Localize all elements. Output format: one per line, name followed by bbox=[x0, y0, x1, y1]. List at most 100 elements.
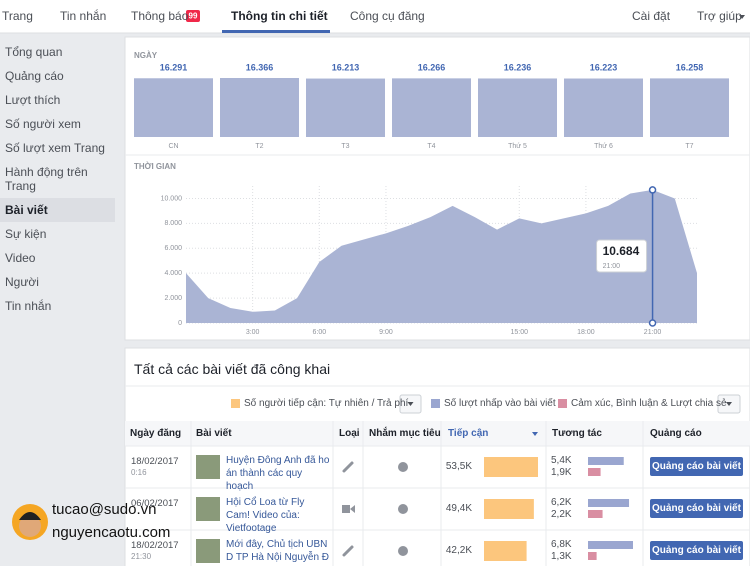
type-icon bbox=[342, 461, 354, 473]
notification-badge bbox=[186, 10, 200, 22]
x-tick-label: 3:00 bbox=[246, 329, 260, 336]
nav-tab[interactable]: Thông tin chi tiết bbox=[231, 9, 328, 23]
bar-value-label: 16.291 bbox=[160, 62, 188, 72]
sidebar-item[interactable]: Số lượt xem Trang bbox=[5, 141, 105, 155]
clicks-label: 6,8K bbox=[551, 539, 572, 550]
type-icon bbox=[342, 505, 350, 513]
post-time: 21:30 bbox=[131, 552, 152, 561]
nav-tab[interactable]: Thông báo bbox=[131, 9, 189, 23]
nav-tab[interactable]: Tin nhắn bbox=[60, 9, 107, 23]
sidebar-item[interactable]: Người bbox=[5, 275, 39, 289]
caret bbox=[739, 15, 745, 19]
reactions-bar bbox=[588, 552, 597, 560]
bar-value-label: 16.213 bbox=[332, 62, 360, 72]
clicks-bar bbox=[588, 499, 630, 507]
nav-link[interactable]: Cài đặt bbox=[632, 9, 671, 23]
bar bbox=[306, 78, 385, 137]
sidebar-item[interactable]: Sự kiện bbox=[5, 227, 47, 241]
post-date: 18/02/2017 bbox=[131, 456, 179, 467]
reach-label: 42,2K bbox=[445, 545, 472, 556]
boost-button bbox=[650, 541, 743, 560]
column-header: Tương tác bbox=[552, 428, 602, 439]
bar bbox=[392, 78, 471, 137]
bar bbox=[478, 78, 557, 137]
sidebar-item[interactable]: Tổng quan bbox=[5, 45, 63, 59]
caret bbox=[726, 402, 732, 406]
x-tick-label: 18:00 bbox=[577, 329, 595, 336]
bar bbox=[134, 78, 213, 137]
y-tick-label: 8.000 bbox=[164, 220, 182, 227]
bar-category: T4 bbox=[427, 143, 435, 150]
column-header: Loại bbox=[339, 428, 360, 439]
boost-button-label[interactable]: Quảng cáo bài viết bbox=[652, 461, 741, 472]
bar-category: T7 bbox=[685, 143, 693, 150]
top-bar bbox=[0, 0, 750, 33]
column-header: Bài viết bbox=[196, 428, 232, 439]
chart-title: NGÀY bbox=[134, 51, 158, 60]
posts-title: Tất cả các bài viết đã công khai bbox=[134, 361, 331, 377]
type-icon bbox=[342, 545, 354, 557]
nav-tab[interactable]: Công cụ đăng bbox=[350, 9, 425, 23]
avatar-face bbox=[19, 515, 41, 537]
clicks-bar bbox=[588, 457, 624, 465]
sidebar-item[interactable]: Số người xem bbox=[5, 117, 81, 131]
reactions-label: 1,9K bbox=[551, 467, 572, 478]
sidebar-item[interactable]: Tin nhắn bbox=[5, 299, 52, 313]
post-text[interactable]: Hội Cổ Loa từ Fly Cam! Video của: Vietfo… bbox=[226, 497, 305, 534]
sidebar-item[interactable]: Video bbox=[5, 251, 36, 265]
tooltip-x: 21:00 bbox=[603, 263, 621, 270]
bar-category: T3 bbox=[341, 143, 349, 150]
reach-bar bbox=[484, 541, 527, 561]
active-tab-underline bbox=[222, 30, 330, 33]
badge-count: 99 bbox=[189, 12, 198, 21]
bar bbox=[564, 78, 643, 137]
boost-button-label[interactable]: Quảng cáo bài viết bbox=[652, 545, 741, 556]
y-tick-label: 6.000 bbox=[164, 245, 182, 252]
bar-value-label: 16.258 bbox=[676, 62, 704, 72]
post-text[interactable]: Mới đây, Chủ tịch UBN D TP Hà Nội Nguyễn… bbox=[226, 539, 330, 563]
sidebar-item[interactable]: Quảng cáo bbox=[5, 69, 64, 83]
legend-label: Số người tiếp cận: Tự nhiên / Trả phí bbox=[244, 398, 409, 409]
boost-button-label[interactable]: Quảng cáo bài viết bbox=[652, 503, 741, 514]
legend-swatch bbox=[431, 399, 440, 408]
bar-value-label: 16.366 bbox=[246, 62, 274, 72]
column-header: Quảng cáo bbox=[650, 428, 702, 439]
reach-bar bbox=[484, 457, 538, 477]
area bbox=[186, 189, 697, 323]
post-text[interactable]: Huyện Đông Anh đã ho án thành các quy ho… bbox=[226, 455, 330, 492]
sidebar-item[interactable]: Bài viết bbox=[0, 198, 115, 222]
table-header bbox=[125, 421, 750, 446]
type-icon bbox=[350, 505, 355, 513]
reactions-bar bbox=[588, 468, 601, 476]
y-tick-label: 2.000 bbox=[164, 295, 182, 302]
watermark-text: nguyencaotu.com bbox=[52, 524, 171, 541]
column-header[interactable]: Tiếp cận bbox=[448, 428, 489, 439]
post-thumbnail bbox=[196, 539, 220, 563]
sidebar-item[interactable]: Hành động trên Trang bbox=[5, 165, 88, 193]
nav-link[interactable]: Trợ giúp bbox=[697, 9, 742, 23]
bar-category: CN bbox=[168, 143, 178, 150]
post-time: 0:16 bbox=[131, 468, 147, 477]
column-header: Ngày đăng bbox=[130, 428, 182, 439]
bar-category: T2 bbox=[255, 143, 263, 150]
legend-swatch bbox=[231, 399, 240, 408]
sidebar: Tổng quan Quảng cáo Lượt thích Số người xem… bbox=[0, 40, 115, 318]
reach-label: 49,4K bbox=[445, 503, 472, 514]
x-tick-label: 6:00 bbox=[312, 329, 326, 336]
sort-caret bbox=[532, 432, 538, 436]
targeting-icon bbox=[398, 504, 408, 514]
reach-bar bbox=[484, 499, 534, 519]
bar bbox=[220, 78, 299, 137]
legend-swatch bbox=[558, 399, 567, 408]
hover-point bbox=[648, 186, 657, 194]
avatar-hair bbox=[19, 512, 41, 520]
post-date: 06/02/2017 bbox=[131, 498, 179, 509]
boost-button bbox=[650, 499, 743, 518]
caret bbox=[407, 402, 414, 406]
nav-tab[interactable]: Trang bbox=[2, 9, 33, 23]
sidebar-item[interactable]: Lượt thích bbox=[5, 93, 61, 107]
legend-label: Số lượt nhấp vào bài viết bbox=[444, 398, 556, 409]
clicks-label: 6,2K bbox=[551, 497, 572, 508]
